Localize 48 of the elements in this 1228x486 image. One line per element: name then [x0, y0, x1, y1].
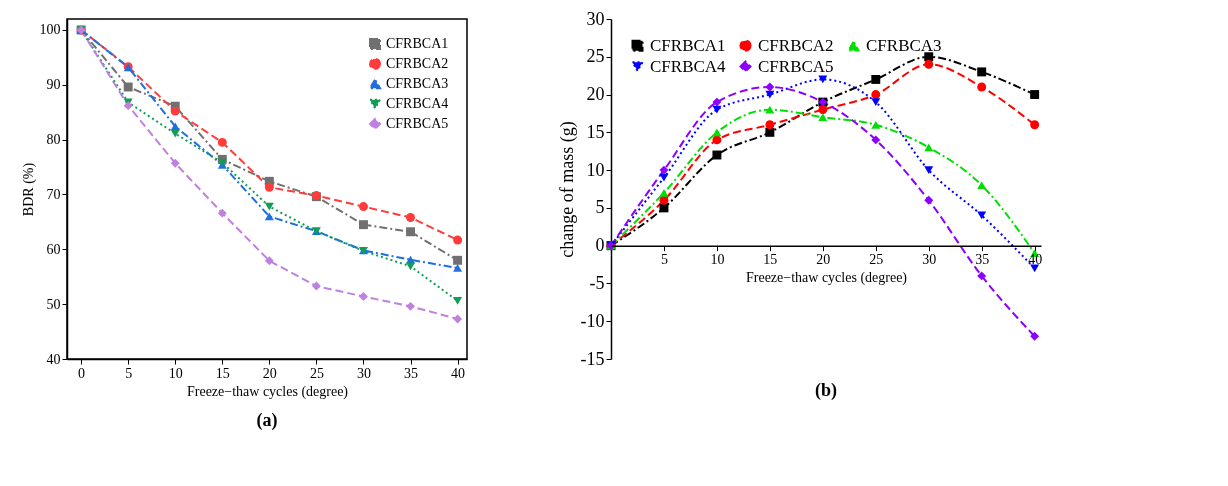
x-tick-label: 15 [763, 252, 778, 268]
x-axis-title: Freeze−thaw cycles (degree) [745, 270, 908, 287]
text: (a) [256, 410, 278, 431]
y-tick-label: 60 [46, 241, 61, 257]
x-tick-label: 25 [309, 365, 324, 381]
y-axis-title: change of mass (g) [556, 121, 578, 258]
y-tick-label: 15 [586, 121, 605, 142]
legend-label: CFRBCA2 [758, 35, 834, 55]
legend-label: CFRBCA5 [386, 116, 449, 131]
y-tick-label: 50 [46, 296, 61, 312]
y-tick-label: 40 [46, 351, 61, 367]
y-tick-label: 90 [46, 77, 61, 93]
x-tick-label: 5 [660, 252, 668, 268]
x-tick-label: 30 [922, 252, 937, 268]
x-tick-label: 35 [975, 252, 990, 268]
legend-label: CFRBCA1 [650, 35, 726, 55]
legend-label: CFRBCA4 [650, 56, 727, 76]
y-tick-label: 10 [586, 159, 605, 180]
legend-label: CFRBCA5 [758, 56, 834, 76]
text: (b) [815, 380, 837, 401]
y-axis-title: BDR (%) [20, 162, 37, 217]
legend-label: CFRBCA4 [386, 96, 449, 111]
x-tick-label: 0 [78, 365, 86, 381]
x-tick-label: 25 [869, 252, 884, 268]
y-tick-label: 80 [46, 132, 61, 148]
x-axis-title: Freeze−thaw cycles (degree) [186, 383, 349, 400]
x-tick-label: 40 [451, 365, 466, 381]
x-tick-label: 10 [710, 252, 725, 268]
y-tick-label: 30 [586, 8, 605, 29]
y-tick-label: 100 [39, 22, 61, 38]
x-tick-label: 35 [404, 365, 419, 381]
y-tick-label: 70 [46, 186, 61, 202]
y-tick-label: 5 [595, 197, 605, 218]
x-tick-label: 15 [215, 365, 230, 381]
y-tick-label: 25 [586, 46, 605, 67]
y-tick-label: -10 [580, 310, 605, 331]
legend-label: CFRBCA2 [386, 56, 449, 71]
y-tick-label: 20 [586, 84, 605, 105]
y-tick-label: -15 [580, 348, 605, 369]
x-tick-label: 20 [816, 252, 831, 268]
x-tick-label: 30 [356, 365, 371, 381]
legend-label: CFRBCA3 [386, 76, 449, 91]
x-tick-label: 10 [168, 365, 183, 381]
x-tick-label: 5 [125, 365, 133, 381]
x-tick-label: 20 [262, 365, 277, 381]
legend-label: CFRBCA1 [386, 36, 449, 51]
legend-label: CFRBCA3 [866, 36, 942, 56]
y-tick-label: -5 [589, 272, 605, 293]
